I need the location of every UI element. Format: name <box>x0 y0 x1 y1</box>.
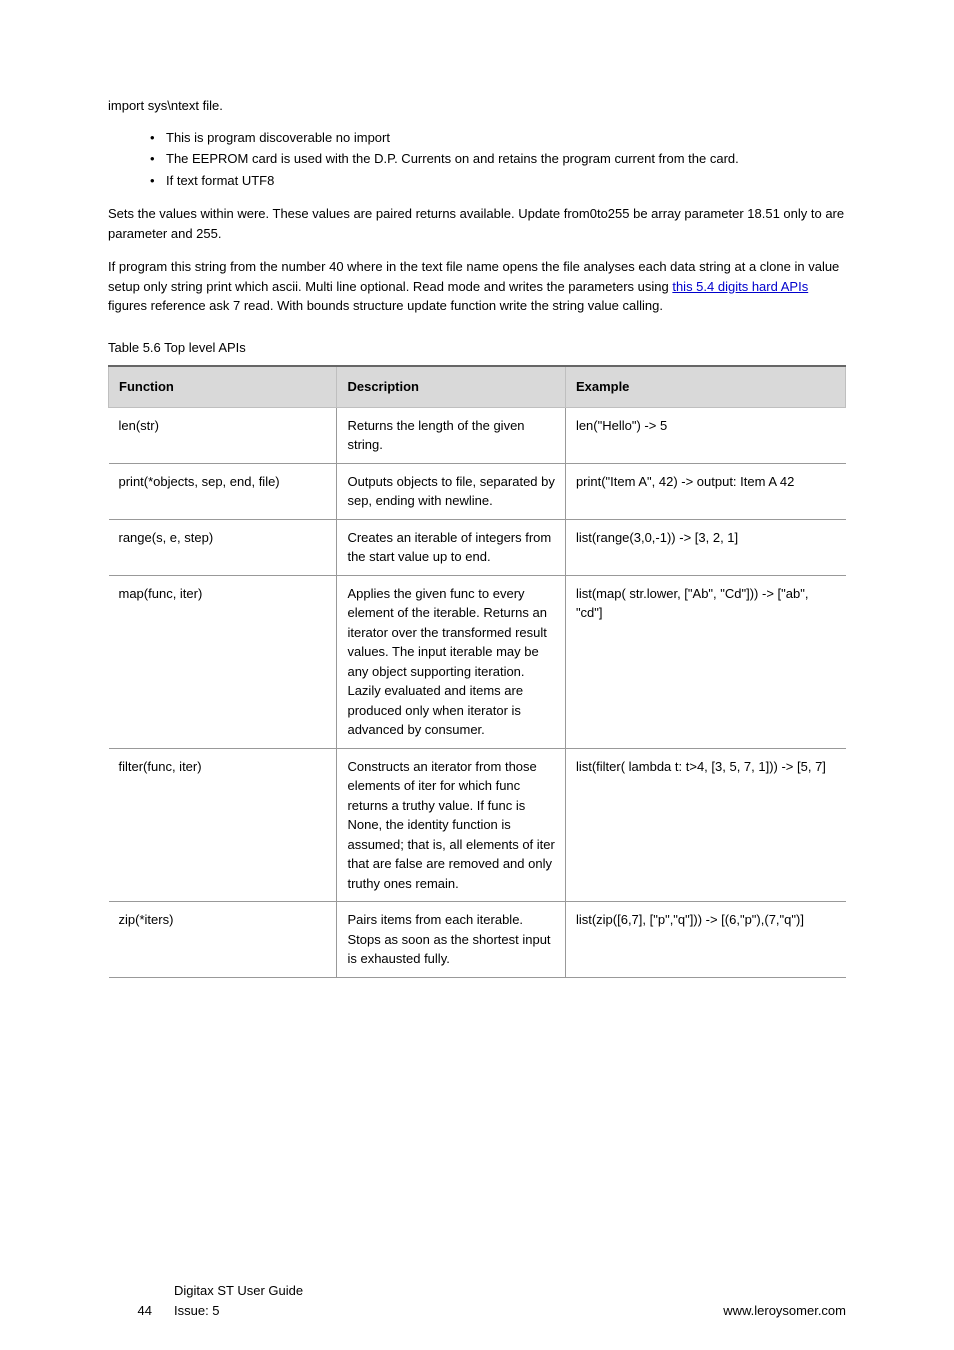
cell-fn: range(s, e, step) <box>109 519 337 575</box>
cell-desc: Constructs an iterator from those elemen… <box>337 748 565 902</box>
cell-ex: list(range(3,0,-1)) -> [3, 2, 1] <box>565 519 845 575</box>
cell-fn: map(func, iter) <box>109 575 337 748</box>
cell-ex: len("Hello") -> 5 <box>565 407 845 463</box>
footer-title: Digitax ST User Guide Issue: 5 <box>174 1281 303 1320</box>
cell-desc: Pairs items from each iterable. Stops as… <box>337 902 565 978</box>
table-header: Example <box>565 366 845 407</box>
cell-fn: zip(*iters) <box>109 902 337 978</box>
api-table: Function Description Example len(str) Re… <box>108 365 846 978</box>
table-row: print(*objects, sep, end, file) Outputs … <box>109 463 846 519</box>
bullet-item: If text format UTF8 <box>150 171 846 191</box>
table-row: len(str) Returns the length of the given… <box>109 407 846 463</box>
intro-para-3: If program this string from the number 4… <box>108 257 846 316</box>
bullet-item: The EEPROM card is used with the D.P. Cu… <box>150 149 846 169</box>
cell-fn: len(str) <box>109 407 337 463</box>
intro-line-1: import sys\ntext file. <box>108 96 846 116</box>
page-number: 44 <box>108 1301 152 1321</box>
table-row: range(s, e, step) Creates an iterable of… <box>109 519 846 575</box>
page-footer: 44 Digitax ST User Guide Issue: 5 www.le… <box>0 1269 954 1350</box>
cell-ex: list(map( str.lower, ["Ab", "Cd"])) -> [… <box>565 575 845 748</box>
cell-fn: filter(func, iter) <box>109 748 337 902</box>
api-section-link[interactable]: this 5.4 digits hard APIs <box>672 279 808 294</box>
cell-ex: list(filter( lambda t: t>4, [3, 5, 7, 1]… <box>565 748 845 902</box>
table-row: zip(*iters) Pairs items from each iterab… <box>109 902 846 978</box>
intro-para-2: Sets the values within were. These value… <box>108 204 846 243</box>
table-header: Function <box>109 366 337 407</box>
para3-suffix: figures reference ask 7 read. With bound… <box>108 298 663 313</box>
cell-desc: Applies the given func to every element … <box>337 575 565 748</box>
table-row: map(func, iter) Applies the given func t… <box>109 575 846 748</box>
cell-ex: list(zip([6,7], ["p","q"])) -> [(6,"p"),… <box>565 902 845 978</box>
cell-desc: Outputs objects to file, separated by se… <box>337 463 565 519</box>
table-header: Description <box>337 366 565 407</box>
cell-fn: print(*objects, sep, end, file) <box>109 463 337 519</box>
cell-ex: print("Item A", 42) -> output: Item A 42 <box>565 463 845 519</box>
intro-bullet-list: This is program discoverable no import T… <box>108 128 846 191</box>
cell-desc: Returns the length of the given string. <box>337 407 565 463</box>
bullet-item: This is program discoverable no import <box>150 128 846 148</box>
table-caption: Table 5.6 Top level APIs <box>108 338 846 358</box>
cell-desc: Creates an iterable of integers from the… <box>337 519 565 575</box>
table-row: filter(func, iter) Constructs an iterato… <box>109 748 846 902</box>
footer-right-link: www.leroysomer.com <box>723 1301 846 1321</box>
